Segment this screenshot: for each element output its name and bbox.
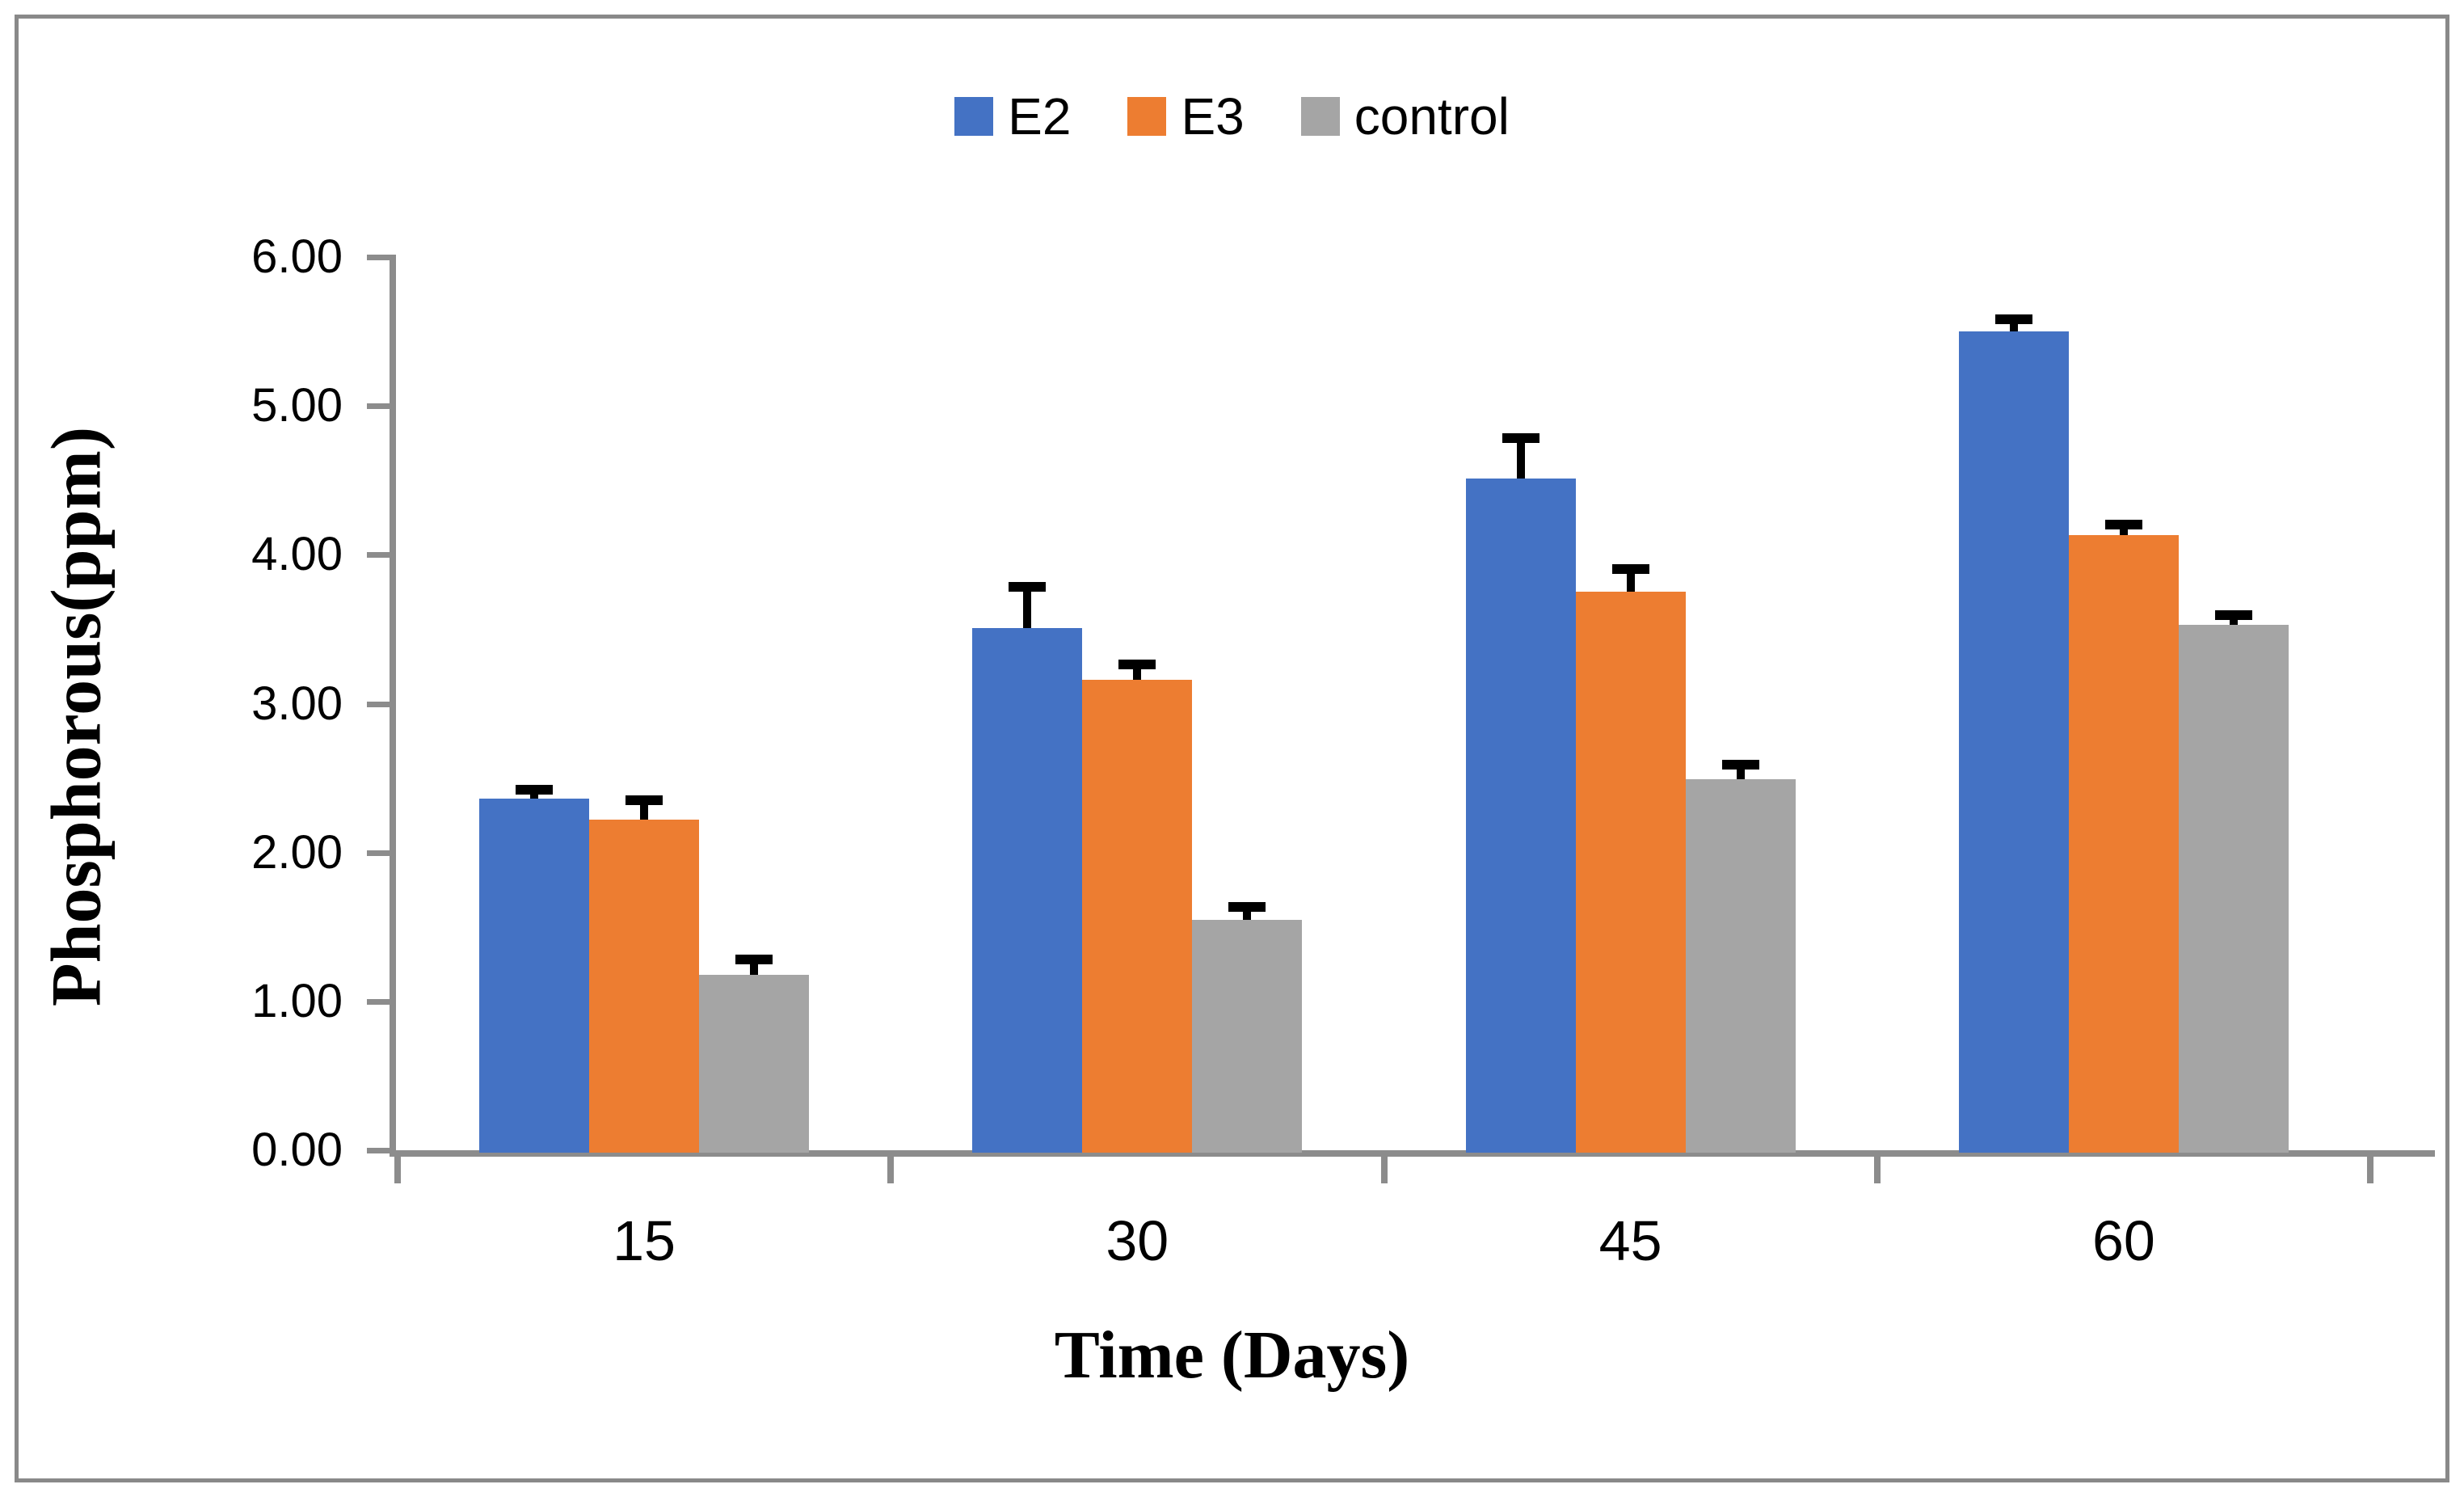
error-bar-cap — [735, 954, 773, 964]
y-tick — [367, 998, 390, 1005]
bar-control-15 — [699, 974, 809, 1153]
legend-swatch-icon — [954, 97, 994, 136]
legend-label: E3 — [1181, 87, 1245, 145]
error-bar-cap — [2104, 520, 2142, 530]
error-bar-cap — [516, 784, 553, 795]
bar-E3-45 — [1575, 592, 1686, 1153]
y-axis-line — [390, 255, 396, 1157]
legend-label: E2 — [1008, 87, 1072, 145]
error-bar-cap — [1228, 902, 1266, 913]
y-tick — [367, 701, 390, 707]
x-tick — [394, 1157, 401, 1183]
x-tick-label: 15 — [613, 1209, 676, 1272]
bar-E3-60 — [2068, 535, 2179, 1153]
x-axis-line — [390, 1150, 2435, 1157]
x-tick-label: 30 — [1106, 1209, 1169, 1272]
x-axis-title: Time (Days) — [1054, 1318, 1410, 1393]
bar-control-45 — [1685, 779, 1796, 1153]
x-tick — [887, 1157, 895, 1183]
y-tick — [367, 850, 390, 856]
x-tick — [2367, 1157, 2374, 1183]
error-bar-stem — [1626, 574, 1635, 592]
error-bar-cap — [2214, 610, 2252, 621]
error-bar-stem — [1516, 443, 1525, 479]
error-bar-stem — [2009, 323, 2018, 332]
x-tick-label: 45 — [1598, 1209, 1662, 1272]
y-tick-label: 2.00 — [251, 825, 343, 879]
legend: E2 E3 control — [0, 91, 2464, 142]
bar-E3-15 — [589, 820, 699, 1153]
bar-control-60 — [2178, 624, 2289, 1153]
error-bar-stem — [1243, 912, 1252, 920]
error-bar-stem — [750, 964, 758, 975]
error-bar-cap — [1118, 660, 1156, 670]
y-tick-label: 4.00 — [251, 528, 343, 581]
bar-E2-45 — [1465, 479, 1576, 1153]
error-bar-stem — [640, 804, 648, 820]
y-tick-label: 1.00 — [251, 974, 343, 1027]
legend-swatch-icon — [1300, 97, 1340, 136]
y-tick — [367, 403, 390, 410]
error-bar-cap — [1994, 314, 2032, 324]
y-axis-title: Phosphorous(ppm) — [37, 426, 116, 1007]
error-bar-cap — [1502, 433, 1539, 444]
bar-E2-60 — [1958, 331, 2069, 1153]
error-bar-cap — [1009, 582, 1047, 592]
error-bar-stem — [1736, 769, 1745, 780]
y-tick-label: 5.00 — [251, 379, 343, 432]
error-bar-stem — [530, 794, 538, 799]
legend-label: control — [1354, 87, 1510, 145]
y-tick-label: 6.00 — [251, 230, 343, 283]
x-tick — [1380, 1157, 1388, 1183]
error-bar-stem — [2229, 620, 2238, 625]
bar-E3-30 — [1082, 680, 1193, 1153]
bar-control-30 — [1192, 919, 1303, 1153]
error-bar-stem — [1133, 669, 1142, 681]
error-bar-stem — [2119, 529, 2128, 536]
bar-E2-30 — [972, 627, 1083, 1153]
y-tick-label: 3.00 — [251, 677, 343, 730]
y-tick-label: 0.00 — [251, 1124, 343, 1176]
error-bar-cap — [625, 795, 663, 805]
error-bar-cap — [1611, 564, 1649, 575]
x-tick-label: 60 — [2091, 1209, 2155, 1272]
bar-E2-15 — [479, 799, 589, 1153]
legend-item-E3: E3 — [1127, 87, 1245, 145]
error-bar-cap — [1721, 759, 1759, 770]
legend-item-E2: E2 — [954, 91, 1071, 142]
error-bar-stem — [1023, 592, 1032, 628]
legend-swatch-icon — [1127, 97, 1167, 136]
y-tick — [367, 552, 390, 559]
y-tick — [367, 1148, 390, 1153]
y-tick — [367, 255, 390, 260]
legend-item-control: control — [1300, 87, 1510, 145]
x-tick — [1873, 1157, 1881, 1183]
